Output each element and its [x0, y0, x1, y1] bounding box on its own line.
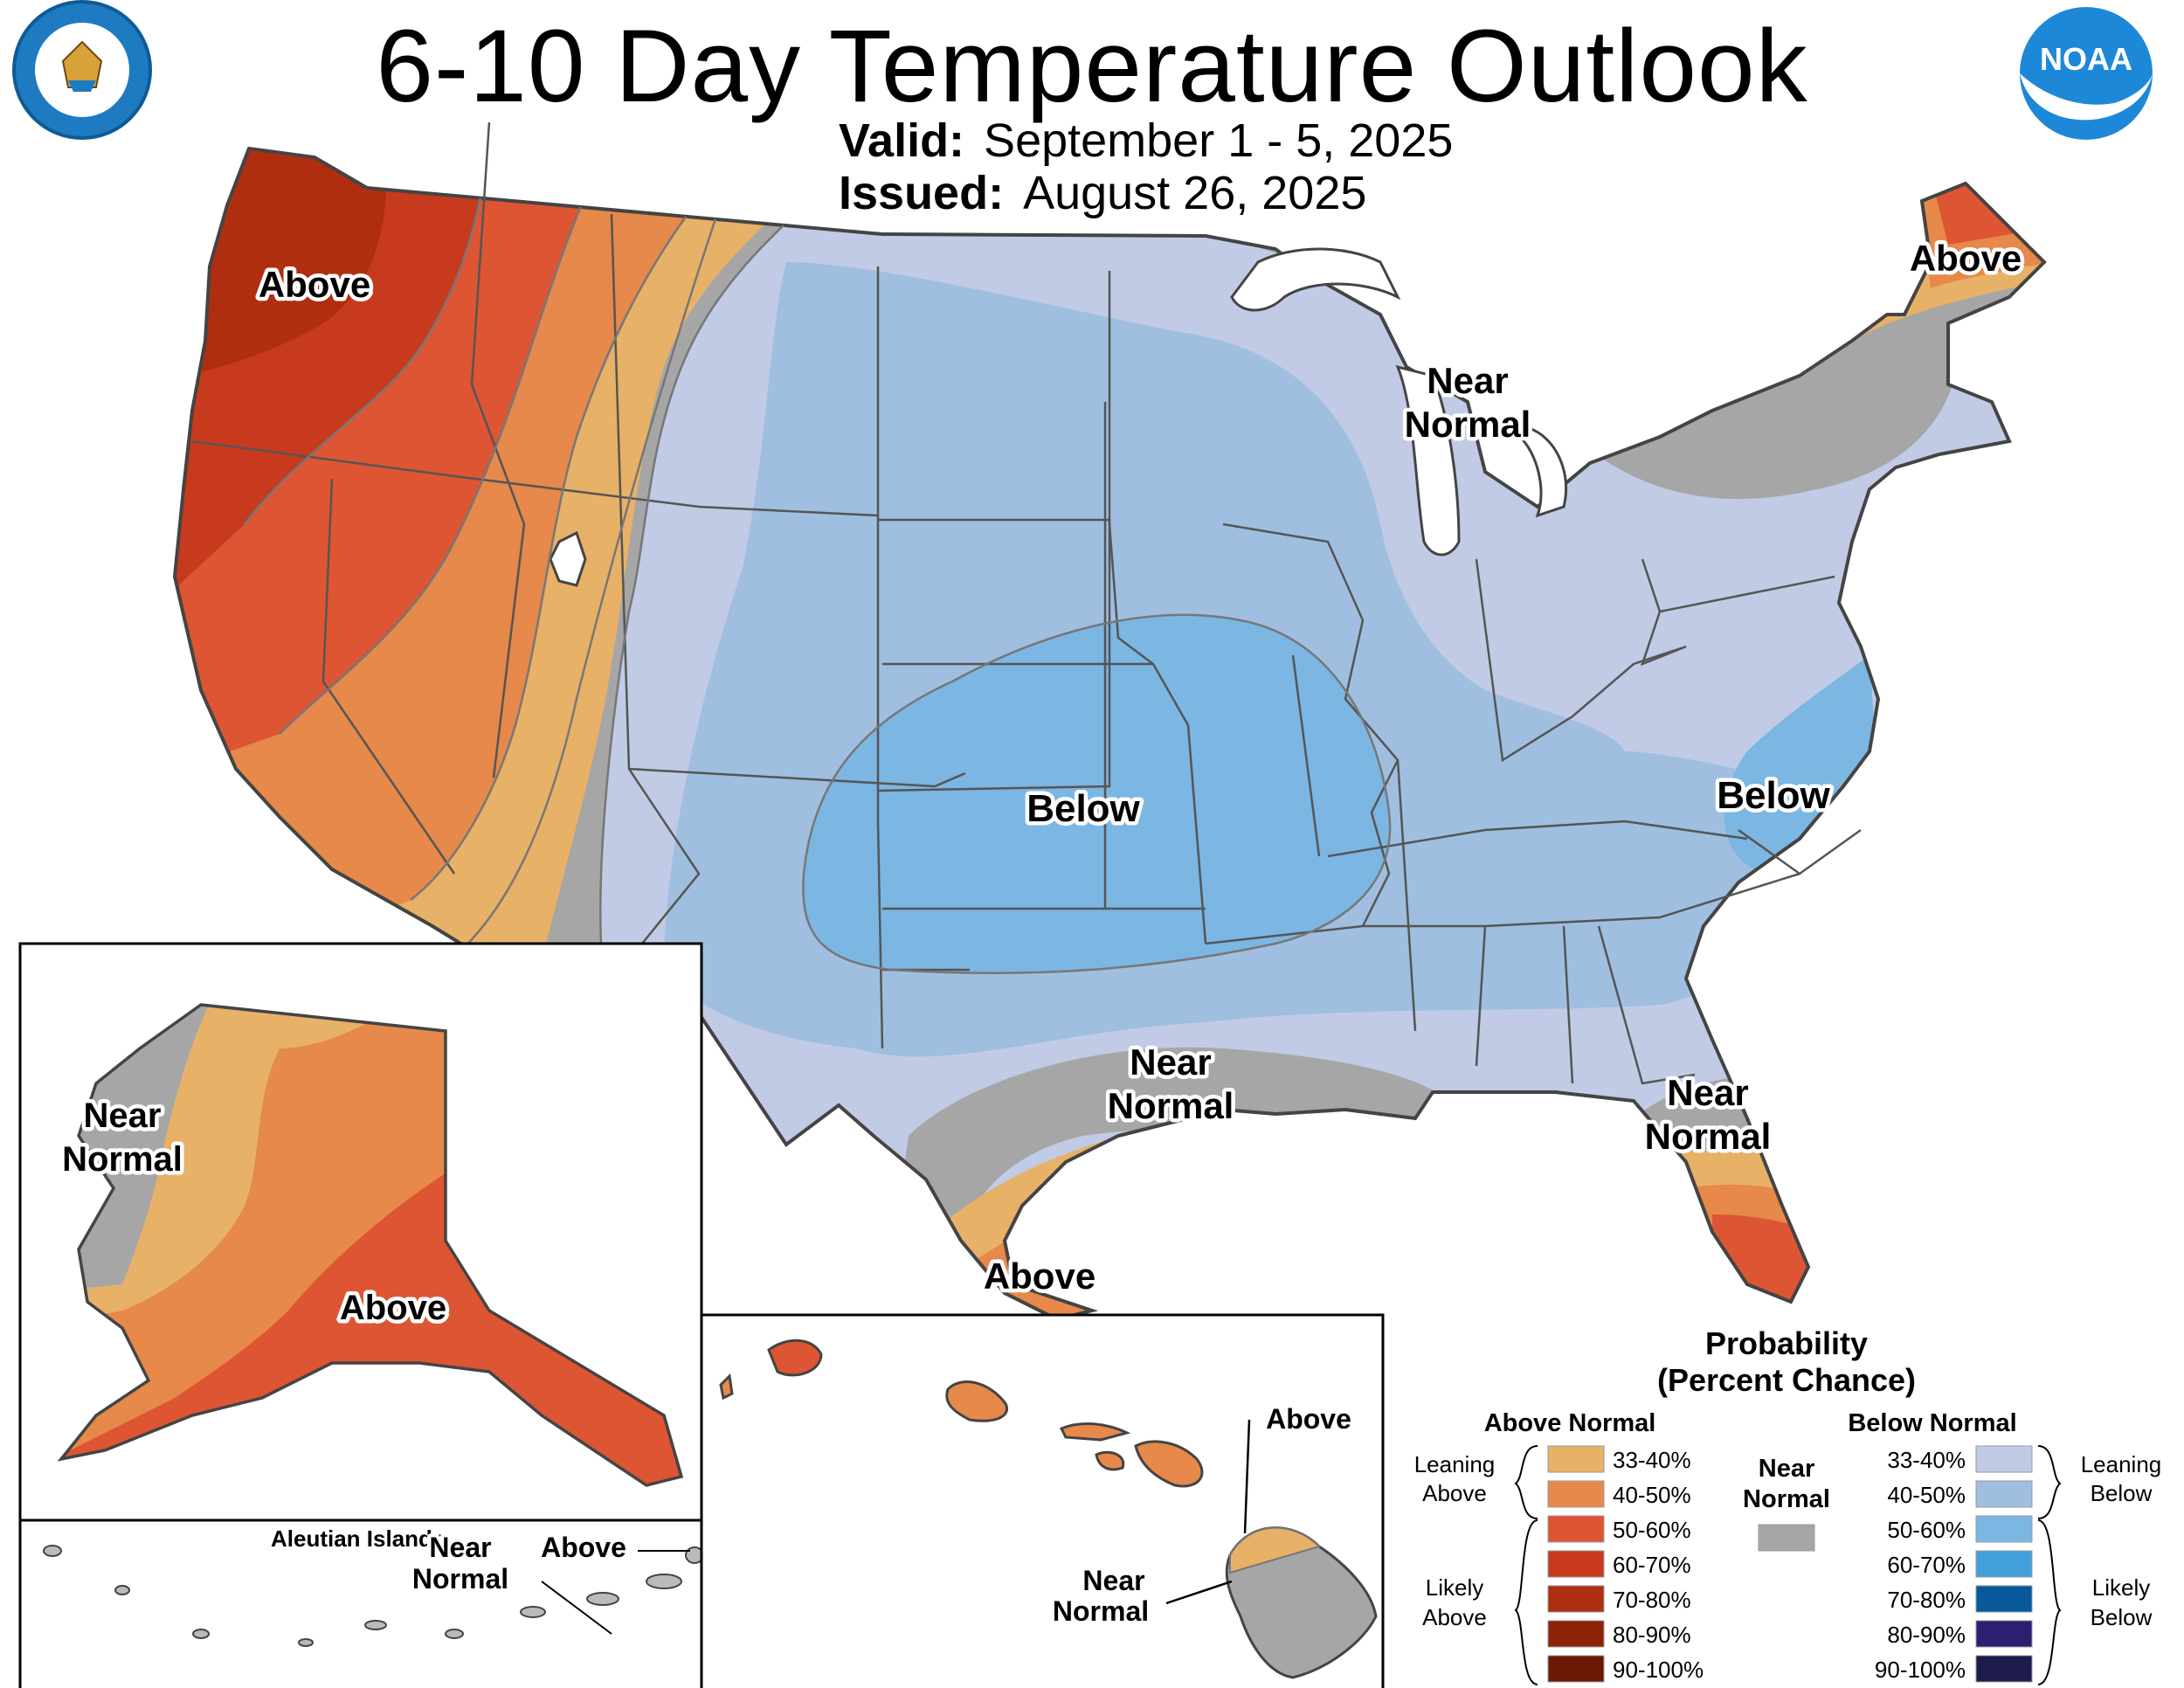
label-aleutian-near-2: Normal — [412, 1563, 508, 1595]
legend-below-swatch-2 — [1975, 1515, 2033, 1543]
legend-below-swatch-6 — [1975, 1655, 2033, 1683]
label-maine-above: Above — [1910, 238, 2022, 279]
legend-above-swatch-0 — [1547, 1445, 1605, 1473]
legend-likely-below-1: Likely — [2092, 1574, 2150, 1601]
label-great-lakes-near-2: Normal — [1405, 404, 1531, 445]
legend-near-line2: Normal — [1743, 1485, 1830, 1513]
legend-above-swatch-4 — [1547, 1585, 1605, 1613]
aleutian-near-pointer — [541, 1581, 612, 1635]
legend-likely-above-2: Above — [1422, 1604, 1487, 1630]
legend-below-range-0: 33-40% — [1887, 1447, 1966, 1473]
legend-title-line1: Probability — [1705, 1325, 1868, 1361]
legend-leaning-above-1: Leaning — [1414, 1451, 1496, 1477]
legend: Probability (Percent Chance) Above Norma… — [1414, 1325, 2162, 1685]
legend-near-normal-swatch — [1758, 1524, 1815, 1552]
hawaii-above-pointer — [1243, 1419, 1251, 1534]
label-florida-near-1: Near — [1667, 1072, 1748, 1113]
label-hawaii-near-1: Near — [1082, 1565, 1144, 1596]
legend-leaning-below-2: Below — [2091, 1480, 2153, 1506]
legend-below-swatch-1 — [1975, 1480, 2033, 1508]
label-carolinas-below: Below — [1717, 774, 1830, 817]
label-aleutian-near-1: Near — [429, 1532, 491, 1563]
label-gulf-near-2: Normal — [1108, 1085, 1234, 1126]
hawaii-near-pointer — [1165, 1580, 1233, 1605]
legend-below-range-2: 50-60% — [1887, 1517, 1966, 1543]
legend-leaning-below-1: Leaning — [2081, 1451, 2162, 1477]
legend-leaning-above-2: Above — [1422, 1480, 1487, 1506]
legend-above-range-4: 70-80% — [1613, 1587, 1691, 1613]
conus-outline — [172, 146, 2047, 1322]
legend-above-range-5: 80-90% — [1613, 1622, 1691, 1648]
legend-below-swatch-3 — [1975, 1550, 2033, 1578]
label-south-texas-above: Above — [984, 1256, 1095, 1297]
label-hawaii-above: Above — [1266, 1403, 1351, 1435]
legend-likely-above-1: Likely — [1426, 1574, 1483, 1601]
valid-date: Valid: September 1 - 5, 2025 — [839, 114, 1454, 167]
lake-superior — [1230, 247, 1401, 312]
label-northwest-above: Above — [259, 264, 370, 305]
issued-date: Issued: August 26, 2025 — [839, 167, 1367, 219]
alaska-outline — [57, 1003, 684, 1487]
legend-below-swatch-4 — [1975, 1585, 2033, 1613]
legend-below-range-1: 40-50% — [1887, 1482, 1966, 1508]
map-title: 6-10 Day Temperature Outlook — [376, 9, 1808, 124]
label-great-lakes-near-1: Near — [1427, 360, 1508, 401]
legend-below-range-3: 60-70% — [1887, 1552, 1966, 1578]
label-hawaii-near-2: Normal — [1053, 1595, 1149, 1627]
legend-above-range-2: 50-60% — [1613, 1517, 1691, 1543]
legend-below-range-4: 70-80% — [1887, 1587, 1966, 1613]
label-florida-near-2: Normal — [1645, 1116, 1772, 1157]
label-gulf-near-1: Near — [1130, 1041, 1211, 1083]
legend-above-range-6: 90-100% — [1613, 1657, 1704, 1683]
legend-above-range-0: 33-40% — [1613, 1447, 1691, 1473]
legend-below-swatch-5 — [1975, 1620, 2033, 1648]
legend-below-header: Below Normal — [1848, 1409, 2016, 1437]
aleutian-inset-frame — [18, 1519, 703, 1688]
noaa-logo: NOAA — [2020, 7, 2153, 140]
label-central-below: Below — [1026, 787, 1140, 830]
alaska-labels: Near Normal Above — [59, 1093, 451, 1332]
legend-near-line1: Near — [1759, 1455, 1815, 1483]
legend-below-range-5: 80-90% — [1887, 1622, 1966, 1648]
hawaii-islands — [719, 1339, 1378, 1679]
conus-labels: Above Above Near Normal Below Below Near… — [254, 234, 2025, 1301]
legend-above-swatch-3 — [1547, 1550, 1605, 1578]
legend-above-header: Above Normal — [1484, 1409, 1656, 1437]
legend-above-swatch-2 — [1547, 1515, 1605, 1543]
legend-below-swatch-0 — [1975, 1445, 2033, 1473]
legend-below-range-6: 90-100% — [1875, 1657, 1966, 1683]
legend-above-range-1: 40-50% — [1613, 1482, 1691, 1508]
lake-michigan — [1395, 364, 1461, 557]
legend-likely-below-2: Below — [2091, 1604, 2153, 1630]
label-alaska-above: Above — [340, 1289, 446, 1327]
label-alaska-near-2: Normal — [62, 1140, 183, 1179]
legend-braces — [1514, 1445, 2062, 1685]
lake-huron — [1517, 426, 1568, 518]
contour-lines — [244, 149, 1392, 974]
legend-title-line2: (Percent Chance) — [1657, 1362, 1916, 1398]
state-borders — [191, 121, 1862, 1085]
commerce-seal-logo — [12, 0, 152, 140]
legend-above-range-3: 60-70% — [1613, 1552, 1691, 1578]
legend-above-swatch-5 — [1547, 1620, 1605, 1648]
label-alaska-near-1: Near — [84, 1097, 162, 1135]
svg-text:NOAA: NOAA — [2040, 41, 2132, 77]
legend-above-swatch-6 — [1547, 1655, 1605, 1683]
label-aleutian-above: Above — [541, 1532, 626, 1563]
aleutian-islands-title: Aleutian Islands — [271, 1525, 445, 1552]
legend-above-swatch-1 — [1547, 1480, 1605, 1508]
